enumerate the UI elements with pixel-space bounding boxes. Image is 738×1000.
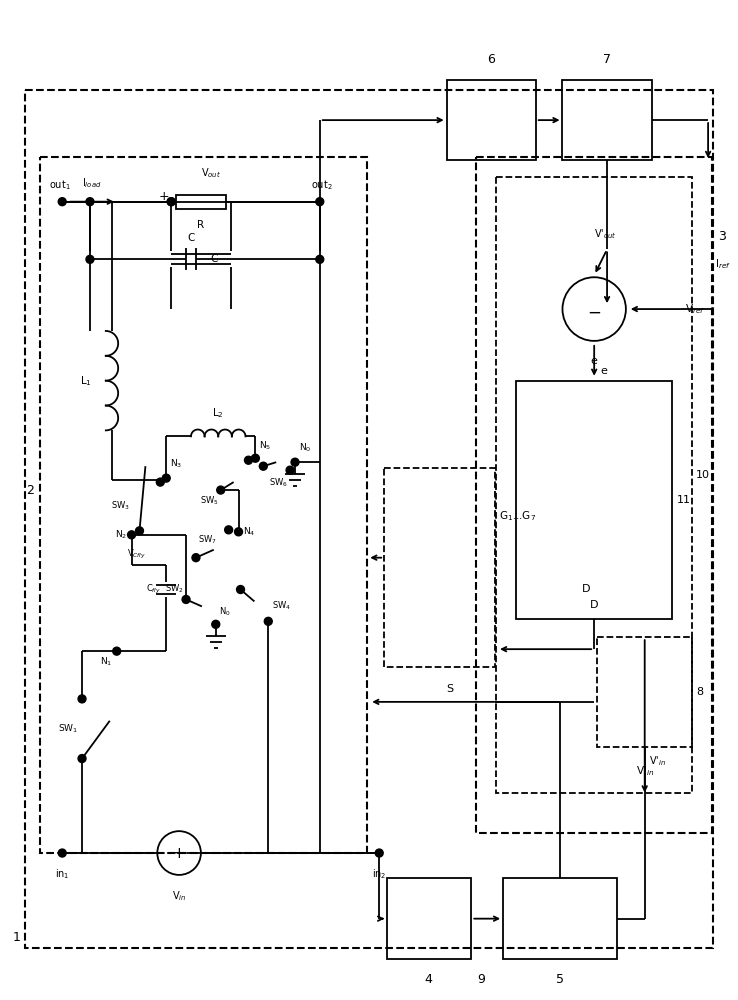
Text: C: C <box>211 254 218 264</box>
Bar <box>387 878 472 959</box>
Text: 9: 9 <box>477 973 485 986</box>
Text: 1: 1 <box>13 931 21 944</box>
Bar <box>476 157 712 833</box>
Text: out$_2$: out$_2$ <box>311 178 333 192</box>
Circle shape <box>182 595 190 603</box>
Text: e: e <box>600 366 607 376</box>
Text: 10: 10 <box>696 470 710 480</box>
Circle shape <box>286 466 294 474</box>
Text: SW$_4$: SW$_4$ <box>272 599 292 612</box>
Circle shape <box>259 462 267 470</box>
Circle shape <box>78 695 86 703</box>
Text: 8: 8 <box>696 687 703 697</box>
Text: +: + <box>159 190 170 203</box>
Bar <box>384 468 495 667</box>
Text: D: D <box>582 584 590 594</box>
Circle shape <box>224 526 232 534</box>
Text: N$_0$: N$_0$ <box>299 442 311 454</box>
Text: e: e <box>590 356 598 366</box>
Text: 4: 4 <box>425 973 432 986</box>
Bar <box>176 195 226 209</box>
Circle shape <box>113 647 120 655</box>
Text: V$_{Cfly}$: V$_{Cfly}$ <box>127 548 146 561</box>
Text: 11: 11 <box>677 495 691 505</box>
Circle shape <box>136 527 143 535</box>
Text: in$_2$: in$_2$ <box>372 867 387 881</box>
Text: V'$_{in}$: V'$_{in}$ <box>635 765 654 778</box>
Bar <box>516 381 672 619</box>
Circle shape <box>316 198 324 206</box>
Bar <box>597 637 692 747</box>
Text: +: + <box>173 846 185 861</box>
Text: 7: 7 <box>603 53 611 66</box>
Circle shape <box>252 454 259 462</box>
Text: I$_{load}$: I$_{load}$ <box>82 176 102 190</box>
Circle shape <box>58 198 66 206</box>
Text: C$_{fly}$: C$_{fly}$ <box>146 583 162 596</box>
Text: N$_1$: N$_1$ <box>100 655 113 668</box>
Text: N$_3$: N$_3$ <box>170 458 182 470</box>
Text: 3: 3 <box>718 230 726 243</box>
Circle shape <box>212 620 220 628</box>
Text: 6: 6 <box>487 53 495 66</box>
Text: V'$_{out}$: V'$_{out}$ <box>593 228 616 241</box>
Circle shape <box>128 531 136 539</box>
Bar <box>562 80 652 160</box>
Circle shape <box>156 478 165 486</box>
Text: G$_1$...G$_7$: G$_1$...G$_7$ <box>499 509 537 523</box>
Circle shape <box>168 198 175 206</box>
Text: N$_0$: N$_0$ <box>218 606 230 618</box>
Circle shape <box>168 198 175 206</box>
Circle shape <box>264 617 272 625</box>
Circle shape <box>244 456 252 464</box>
Text: N$_4$: N$_4$ <box>243 526 255 538</box>
Text: R: R <box>197 220 204 230</box>
Text: C: C <box>187 233 195 243</box>
Circle shape <box>217 486 224 494</box>
Text: V$_{out}$: V$_{out}$ <box>201 166 221 180</box>
Text: SW$_3$: SW$_3$ <box>111 500 130 512</box>
Text: out$_1$: out$_1$ <box>49 178 71 192</box>
Text: 5: 5 <box>556 973 564 986</box>
Circle shape <box>86 198 94 206</box>
Text: SW$_6$: SW$_6$ <box>269 476 289 489</box>
Circle shape <box>237 586 244 593</box>
Text: SW$_1$: SW$_1$ <box>58 722 78 735</box>
Circle shape <box>316 255 324 263</box>
Text: V'$_{in}$: V'$_{in}$ <box>649 755 666 768</box>
Text: L$_1$: L$_1$ <box>80 374 92 388</box>
Text: N$_5$: N$_5$ <box>259 440 272 452</box>
Text: −: − <box>587 304 601 322</box>
Text: S: S <box>446 684 453 694</box>
Circle shape <box>291 458 299 466</box>
Bar <box>446 80 536 160</box>
Circle shape <box>375 849 383 857</box>
Text: SW$_5$: SW$_5$ <box>200 494 218 507</box>
Bar <box>503 878 617 959</box>
Text: SW$_7$: SW$_7$ <box>198 533 217 546</box>
Circle shape <box>235 528 243 536</box>
Text: N$_2$: N$_2$ <box>115 529 128 541</box>
Text: 2: 2 <box>27 484 35 497</box>
Text: L$_2$: L$_2$ <box>213 407 224 420</box>
Circle shape <box>86 255 94 263</box>
Circle shape <box>192 554 200 562</box>
Circle shape <box>162 474 170 482</box>
Circle shape <box>58 849 66 857</box>
Text: I$_{ref}$: I$_{ref}$ <box>715 257 731 271</box>
Text: SW$_2$: SW$_2$ <box>165 583 184 595</box>
Text: V$_{ref}$: V$_{ref}$ <box>686 302 706 316</box>
Bar <box>24 90 713 948</box>
Text: D: D <box>590 600 599 610</box>
Circle shape <box>78 755 86 763</box>
Text: in$_1$: in$_1$ <box>55 867 69 881</box>
Bar <box>496 177 692 793</box>
Text: V$_{in}$: V$_{in}$ <box>172 889 187 903</box>
Bar <box>41 157 368 853</box>
